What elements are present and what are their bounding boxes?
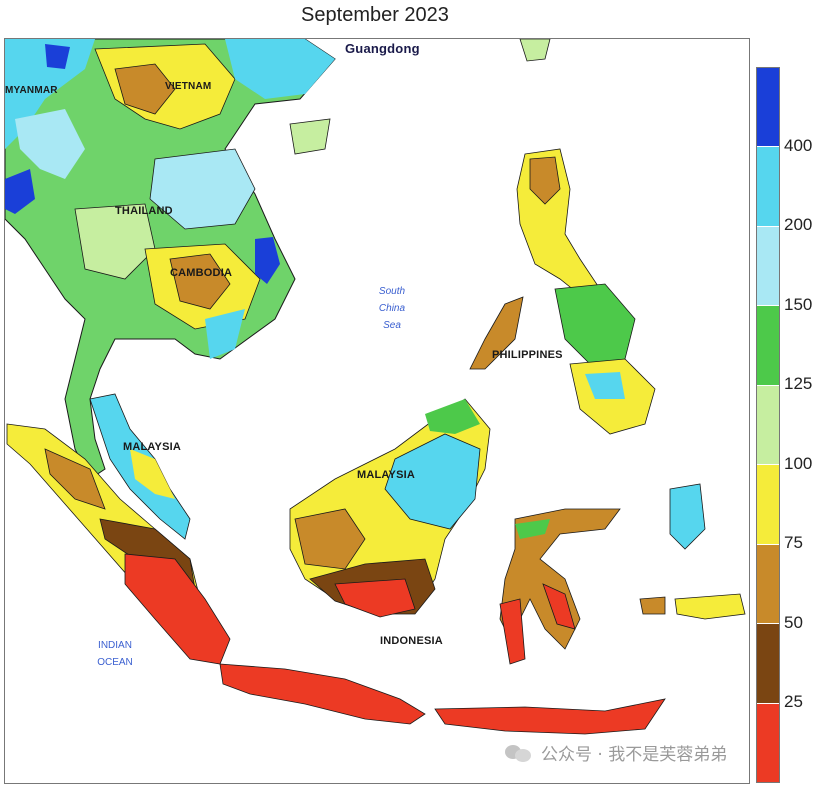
- legend-swatch: [757, 385, 779, 466]
- legend-swatch: [757, 68, 779, 148]
- visayas: [554, 283, 636, 370]
- legend-tick-label: 150: [784, 294, 813, 314]
- label-malaysia-east: MALAYSIA: [357, 469, 416, 481]
- vietnam-cyan: [225, 39, 335, 99]
- watermark: 公众号 · 我不是芙蓉弟弟: [505, 740, 727, 765]
- legend-tick-label: 100: [784, 453, 813, 473]
- label-thailand: THAILAND: [115, 205, 173, 217]
- laos-brown: [114, 63, 176, 115]
- legend-swatch: [757, 306, 779, 386]
- ocean-line-2: OCEAN: [97, 657, 133, 668]
- thai-lightgreen: [74, 203, 156, 280]
- sumatra-brown: [44, 448, 106, 510]
- map-shapes: [5, 39, 746, 735]
- sulawesi-red: [499, 598, 526, 665]
- sulawesi-red-east: [542, 583, 576, 630]
- seram: [674, 593, 746, 620]
- java: [219, 663, 426, 725]
- sea-line-3: Sea: [383, 320, 401, 331]
- borneo-cyan: [384, 433, 481, 530]
- borneo-green: [425, 399, 480, 434]
- legend-swatch: [757, 147, 779, 227]
- label-malaysia-west: MALAYSIA: [123, 441, 182, 453]
- legend-tick-label: 25: [784, 692, 803, 712]
- watermark-text: 公众号 · 我不是芙蓉弟弟: [541, 745, 728, 765]
- label-cambodia: CAMBODIA: [170, 267, 233, 279]
- borneo-red: [334, 578, 416, 618]
- label-vietnam: VIETNAM: [165, 81, 212, 92]
- legend-swatch: [757, 544, 779, 625]
- map-title: September 2023: [301, 4, 449, 26]
- thai-cyan: [149, 148, 256, 230]
- sulawesi: [499, 508, 621, 650]
- label-guangdong: Guangdong: [345, 41, 420, 56]
- color-legend: [756, 67, 780, 783]
- ocean-line-1: INDIAN: [98, 640, 132, 651]
- borneo-brown: [294, 508, 366, 570]
- myanmar-blue: [5, 169, 35, 214]
- south-vietnam-cyan: [205, 309, 245, 359]
- label-indonesia: INDONESIA: [380, 635, 443, 647]
- legend-swatch: [757, 465, 779, 545]
- myanmar-cyan-band: [15, 109, 85, 179]
- legend-swatch: [757, 226, 779, 307]
- legend-tick-label: 50: [784, 612, 803, 632]
- sea-line-1: South: [378, 286, 406, 297]
- taiwan-edge: [519, 39, 551, 62]
- hainan: [289, 118, 331, 155]
- label-philippines: PHILIPPINES: [492, 349, 563, 361]
- luzon-brown: [529, 156, 561, 205]
- rainfall-map: Guangdong MYANMAR VIETNAM THAILAND CAMBO…: [4, 38, 750, 784]
- wechat-icon: [505, 743, 533, 763]
- palawan: [469, 296, 524, 370]
- lesser-sunda: [434, 698, 666, 735]
- sea-line-2: China: [378, 303, 406, 314]
- buru: [639, 596, 666, 615]
- luzon: [516, 148, 601, 300]
- label-south-china-sea: South China Sea: [357, 283, 427, 334]
- legend-swatch: [757, 703, 779, 782]
- malay-yellow: [130, 449, 175, 499]
- sulawesi-green: [515, 519, 550, 539]
- legend-tick-label: 400: [784, 135, 813, 155]
- label-indian-ocean: INDIAN OCEAN: [80, 637, 150, 671]
- label-myanmar: MYANMAR: [5, 85, 58, 96]
- halmahera: [669, 483, 706, 550]
- legend-tick-label: 200: [784, 215, 813, 235]
- legend-swatch: [757, 624, 779, 704]
- legend-tick-label: 125: [784, 374, 813, 394]
- north-blue: [45, 44, 70, 69]
- cambodia-brown: [169, 253, 231, 310]
- mindanao-cyan: [585, 372, 625, 399]
- legend-tick-label: 75: [784, 533, 803, 553]
- tonle-sap-blue: [255, 237, 280, 284]
